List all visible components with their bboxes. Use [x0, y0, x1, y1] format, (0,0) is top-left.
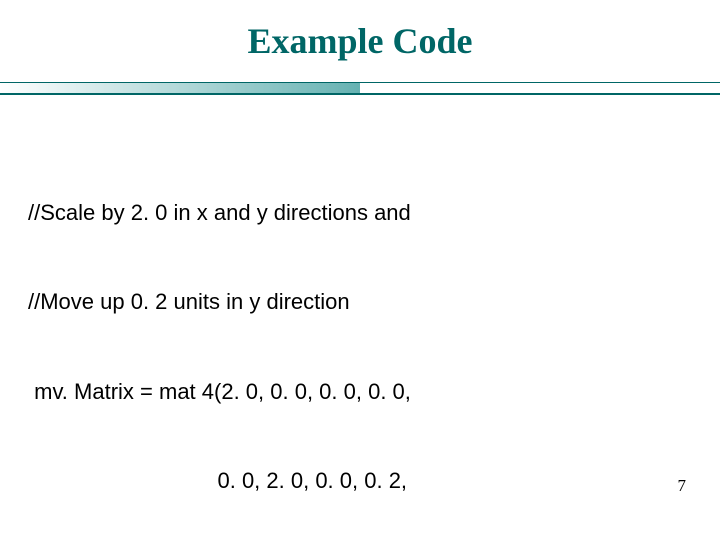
code-block: //Scale by 2. 0 in x and y directions an… — [0, 139, 720, 540]
code-line: mv. Matrix = mat 4(2. 0, 0. 0, 0. 0, 0. … — [28, 377, 698, 407]
page-number: 7 — [678, 476, 687, 496]
slide: Example Code //Scale by 2. 0 in x and y … — [0, 20, 720, 540]
title-rule — [0, 82, 720, 95]
code-line: 0. 0, 2. 0, 0. 0, 0. 2, — [28, 466, 698, 496]
code-line: //Scale by 2. 0 in x and y directions an… — [28, 198, 698, 228]
rule-gradient — [0, 83, 360, 93]
slide-title: Example Code — [0, 20, 720, 62]
code-line: //Move up 0. 2 units in y direction — [28, 287, 698, 317]
rule-bottom-line — [0, 93, 720, 95]
